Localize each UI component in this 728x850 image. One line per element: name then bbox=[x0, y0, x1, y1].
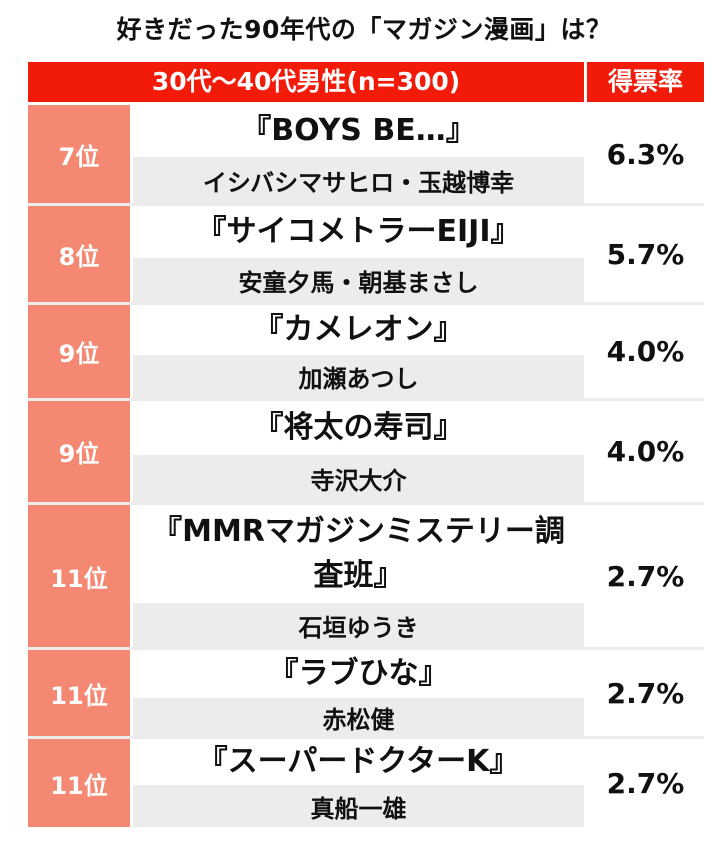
manga-title: 『MMRマガジンミステリー調査班』 bbox=[133, 505, 584, 603]
rank-label: 9位 bbox=[28, 401, 130, 502]
rank-label: 11位 bbox=[28, 505, 130, 647]
ranking-row: 11位 『ラブひな』 赤松健 2.7% bbox=[28, 650, 704, 736]
vote-rate: 2.7% bbox=[606, 676, 685, 710]
rank-label: 11位 bbox=[28, 739, 130, 827]
ranking-row: 11位 『スーパードクターK』 真船一雄 2.7% bbox=[28, 739, 704, 827]
group-header: 30代〜40代男性(n=300) bbox=[28, 62, 584, 102]
manga-title: 『サイコメトラーEIJI』 bbox=[133, 206, 584, 258]
manga-author: イシバシマサヒロ・玉越博幸 bbox=[133, 157, 584, 203]
vote-rate: 2.7% bbox=[606, 766, 685, 800]
ranking-row: 9位 『将太の寿司』 寺沢大介 4.0% bbox=[28, 401, 704, 502]
manga-author: 寺沢大介 bbox=[133, 455, 584, 502]
rate-header: 得票率 bbox=[587, 62, 704, 102]
rank-label: 11位 bbox=[28, 650, 130, 736]
ranking-row: 7位 『BOYS BE…』 イシバシマサヒロ・玉越博幸 6.3% bbox=[28, 105, 704, 203]
manga-title: 『ラブひな』 bbox=[133, 650, 584, 698]
manga-author: 安童夕馬・朝基まさし bbox=[133, 258, 584, 302]
row-divider bbox=[28, 736, 704, 739]
manga-author: 真船一雄 bbox=[133, 785, 584, 827]
row-divider bbox=[28, 398, 704, 401]
rank-label: 9位 bbox=[28, 305, 130, 398]
manga-title: 『BOYS BE…』 bbox=[133, 105, 584, 157]
manga-author: 加瀬あつし bbox=[133, 355, 584, 398]
manga-title: 『将太の寿司』 bbox=[133, 401, 584, 455]
row-divider bbox=[28, 502, 704, 505]
rank-label: 8位 bbox=[28, 206, 130, 302]
vote-rate: 2.7% bbox=[606, 559, 685, 593]
manga-title: 『スーパードクターK』 bbox=[133, 739, 584, 785]
ranking-row: 9位 『カメレオン』 加瀬あつし 4.0% bbox=[28, 305, 704, 398]
ranking-row: 11位 『MMRマガジンミステリー調査班』 石垣ゆうき 2.7% bbox=[28, 505, 704, 647]
manga-author: 赤松健 bbox=[133, 698, 584, 736]
page-title: 好きだった90年代の「マガジン漫画」は？ bbox=[116, 15, 612, 44]
row-divider bbox=[28, 302, 704, 305]
ranking-row: 8位 『サイコメトラーEIJI』 安童夕馬・朝基まさし 5.7% bbox=[28, 206, 704, 302]
manga-author: 石垣ゆうき bbox=[133, 603, 584, 647]
vote-rate: 5.7% bbox=[606, 237, 685, 271]
rank-label: 7位 bbox=[28, 105, 130, 203]
vote-rate: 4.0% bbox=[606, 335, 685, 368]
manga-title: 『カメレオン』 bbox=[133, 305, 584, 355]
vote-rate: 6.3% bbox=[606, 137, 685, 171]
row-divider bbox=[28, 203, 704, 206]
vote-rate: 4.0% bbox=[606, 435, 685, 468]
row-divider bbox=[28, 647, 704, 650]
